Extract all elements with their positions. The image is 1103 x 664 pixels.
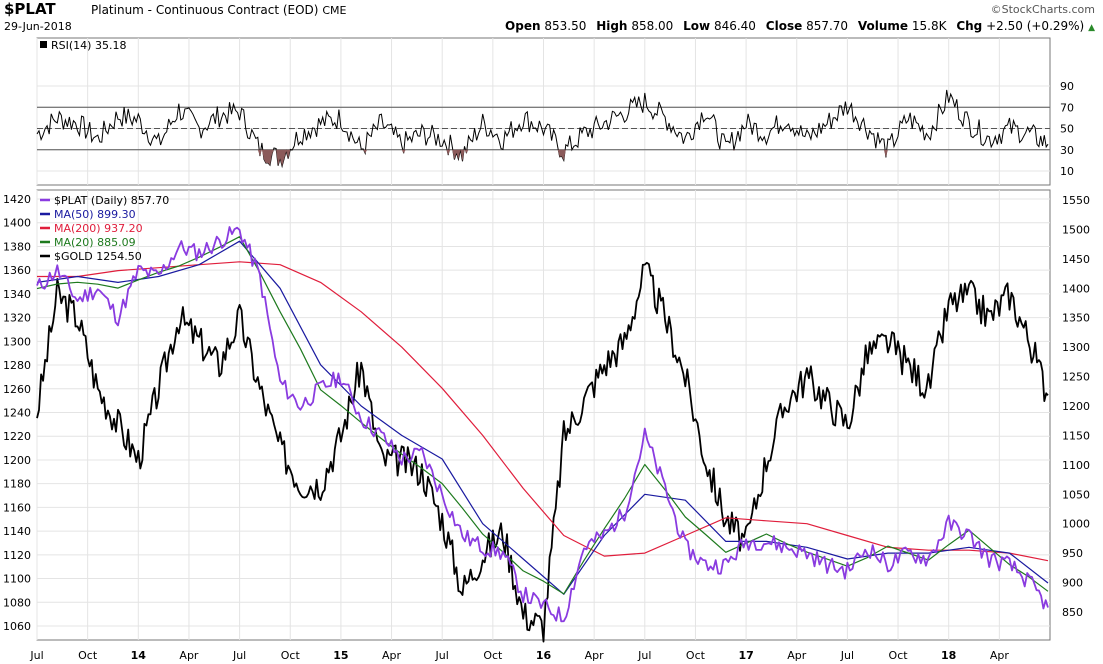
volume-label: Volume <box>857 19 909 33</box>
as-of-date: 29-Jun-2018 <box>4 20 72 33</box>
x-tick-label: Oct <box>483 649 503 662</box>
right-y-tick-label: 1000 <box>1062 518 1090 531</box>
x-tick-label: Apr <box>179 649 199 662</box>
x-tick-label: Oct <box>78 649 98 662</box>
x-tick-label: Oct <box>281 649 301 662</box>
x-tick-label: Oct <box>889 649 909 662</box>
left-y-tick-label: 1340 <box>3 288 31 301</box>
x-tick-label: Jul <box>29 649 43 662</box>
rsi-y-tick-label: 10 <box>1060 165 1074 178</box>
right-y-tick-label: 1250 <box>1062 371 1090 384</box>
rsi-y-tick-label: 50 <box>1060 123 1074 136</box>
right-y-tick-label: 1450 <box>1062 253 1090 266</box>
left-y-tick-label: 1180 <box>3 478 31 491</box>
right-y-tick-label: 1350 <box>1062 312 1090 325</box>
left-y-tick-label: 1220 <box>3 430 31 443</box>
left-y-tick-label: 1060 <box>3 620 31 633</box>
close-value: 857.70 <box>806 19 849 33</box>
legend-label: MA(20) 885.09 <box>54 236 136 249</box>
x-tick-label: Jul <box>232 649 246 662</box>
ma20-line <box>36 236 1049 595</box>
chg-value: +2.50 (+0.29%) <box>986 19 1085 33</box>
rsi-line <box>36 89 1049 169</box>
legend-label: MA(200) 937.20 <box>54 222 143 235</box>
x-tick-label: Jul <box>435 649 449 662</box>
open-value: 853.50 <box>544 19 587 33</box>
left-y-tick-label: 1380 <box>3 240 31 253</box>
symbol-title: $PLAT <box>4 0 56 18</box>
chart-header: $PLAT Platinum - Continuous Contract (EO… <box>4 0 1099 36</box>
high-label: High <box>596 19 628 33</box>
legend-label: $PLAT (Daily) 857.70 <box>54 194 169 207</box>
right-y-tick-label: 950 <box>1062 547 1083 560</box>
x-tick-label: Apr <box>990 649 1010 662</box>
x-tick-label: 18 <box>941 649 956 662</box>
symbol-description: Platinum - Continuous Contract (EOD) <box>91 3 319 17</box>
left-y-tick-label: 1100 <box>3 573 31 586</box>
x-tick-label: 16 <box>536 649 552 662</box>
rsi-y-tick-label: 30 <box>1060 144 1074 157</box>
x-tick-label: Oct <box>686 649 706 662</box>
volume-value: 15.8K <box>911 19 947 33</box>
left-y-tick-label: 1400 <box>3 217 31 230</box>
left-y-tick-label: 1320 <box>3 312 31 325</box>
x-tick-label: Apr <box>585 649 605 662</box>
right-y-tick-label: 900 <box>1062 577 1083 590</box>
rsi-y-tick-label: 70 <box>1060 101 1074 114</box>
quote-bar: Open 853.50 High 858.00 Low 846.40 Close… <box>499 19 1095 33</box>
right-y-tick-label: 1550 <box>1062 194 1090 207</box>
left-y-tick-label: 1260 <box>3 383 31 396</box>
legend-label: MA(50) 899.30 <box>54 208 136 221</box>
close-label: Close <box>765 19 803 33</box>
left-y-tick-label: 1160 <box>3 501 31 514</box>
right-y-tick-label: 1100 <box>1062 459 1090 472</box>
rsi-y-tick-label: 90 <box>1060 80 1074 93</box>
rsi-legend-swatch <box>40 41 47 48</box>
rsi-legend-label: RSI(14) 35.18 <box>51 39 126 52</box>
x-tick-label: 17 <box>738 649 753 662</box>
x-tick-label: Apr <box>382 649 402 662</box>
right-y-tick-label: 1500 <box>1062 223 1090 236</box>
left-y-tick-label: 1200 <box>3 454 31 467</box>
right-y-tick-label: 1300 <box>1062 341 1090 354</box>
left-y-tick-label: 1120 <box>3 549 31 562</box>
right-y-tick-label: 1050 <box>1062 488 1090 501</box>
exchange-label: CME <box>322 4 347 17</box>
ma50-line <box>36 240 1049 595</box>
x-tick-label: Jul <box>840 649 854 662</box>
left-y-tick-label: 1360 <box>3 264 31 277</box>
left-y-tick-label: 1080 <box>3 596 31 609</box>
right-y-tick-label: 1400 <box>1062 282 1090 295</box>
gold-line <box>36 261 1049 643</box>
x-tick-label: Jul <box>637 649 651 662</box>
right-y-tick-label: 1200 <box>1062 400 1090 413</box>
left-y-tick-label: 1140 <box>3 525 31 538</box>
ma200-line <box>37 261 1049 562</box>
plat-line <box>36 226 1049 623</box>
brand-link[interactable]: ©StockCharts.com <box>990 3 1095 16</box>
right-y-tick-label: 1150 <box>1062 429 1090 442</box>
up-arrow-icon: ▲ <box>1088 23 1095 33</box>
x-tick-label: 14 <box>131 649 147 662</box>
left-y-tick-label: 1280 <box>3 359 31 372</box>
symbol-subtitle: Platinum - Continuous Contract (EOD) CME <box>91 3 346 17</box>
low-label: Low <box>683 19 711 33</box>
chg-label: Chg <box>956 19 983 33</box>
high-value: 858.00 <box>631 19 674 33</box>
left-y-tick-label: 1300 <box>3 335 31 348</box>
left-y-tick-label: 1240 <box>3 407 31 420</box>
right-y-tick-label: 850 <box>1062 606 1083 619</box>
open-label: Open <box>505 19 541 33</box>
x-tick-label: 15 <box>333 649 348 662</box>
low-value: 846.40 <box>713 19 756 33</box>
legend-label: $GOLD 1254.50 <box>54 250 142 263</box>
left-y-tick-label: 1420 <box>3 193 31 206</box>
x-tick-label: Apr <box>787 649 807 662</box>
